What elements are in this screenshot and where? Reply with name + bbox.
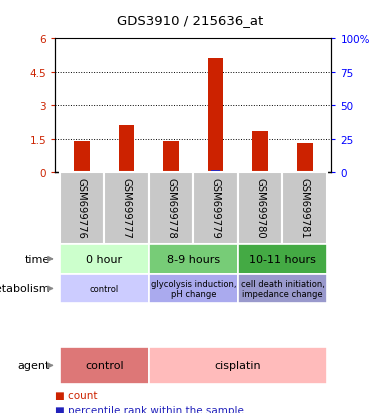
- FancyBboxPatch shape: [60, 244, 149, 274]
- Text: 8-9 hours: 8-9 hours: [167, 254, 220, 264]
- FancyBboxPatch shape: [60, 173, 104, 244]
- Text: cell death initiation,
impedance change: cell death initiation, impedance change: [240, 279, 324, 299]
- Text: GSM699781: GSM699781: [300, 178, 310, 238]
- FancyBboxPatch shape: [149, 347, 327, 384]
- Text: GSM699776: GSM699776: [77, 178, 87, 239]
- FancyBboxPatch shape: [149, 173, 194, 244]
- FancyBboxPatch shape: [149, 244, 238, 274]
- Text: metabolism: metabolism: [0, 284, 50, 294]
- Text: time: time: [24, 254, 50, 264]
- FancyBboxPatch shape: [238, 173, 282, 244]
- Bar: [119, 126, 134, 173]
- Text: GDS3910 / 215636_at: GDS3910 / 215636_at: [117, 14, 264, 27]
- Text: glycolysis induction,
pH change: glycolysis induction, pH change: [150, 279, 236, 299]
- Text: 0 hour: 0 hour: [86, 254, 122, 264]
- Text: GSM699779: GSM699779: [211, 178, 221, 239]
- FancyBboxPatch shape: [149, 274, 238, 304]
- FancyBboxPatch shape: [238, 274, 327, 304]
- Text: cisplatin: cisplatin: [215, 361, 261, 370]
- Text: GSM699780: GSM699780: [255, 178, 265, 238]
- Text: control: control: [90, 284, 119, 293]
- FancyBboxPatch shape: [104, 173, 149, 244]
- Text: 10-11 hours: 10-11 hours: [249, 254, 316, 264]
- FancyBboxPatch shape: [60, 274, 149, 304]
- Text: GSM699778: GSM699778: [166, 178, 176, 238]
- Text: agent: agent: [18, 361, 50, 370]
- Bar: [74, 142, 90, 173]
- Bar: [163, 142, 179, 173]
- FancyBboxPatch shape: [238, 244, 327, 274]
- Bar: [252, 132, 268, 173]
- Bar: [208, 59, 223, 173]
- FancyBboxPatch shape: [60, 347, 149, 384]
- Bar: [211, 171, 220, 173]
- Text: control: control: [85, 361, 123, 370]
- Text: ■ count: ■ count: [55, 390, 98, 400]
- FancyBboxPatch shape: [282, 173, 327, 244]
- Bar: [297, 144, 312, 173]
- Text: GSM699777: GSM699777: [122, 178, 131, 239]
- FancyBboxPatch shape: [194, 173, 238, 244]
- Text: ■ percentile rank within the sample: ■ percentile rank within the sample: [55, 405, 244, 413]
